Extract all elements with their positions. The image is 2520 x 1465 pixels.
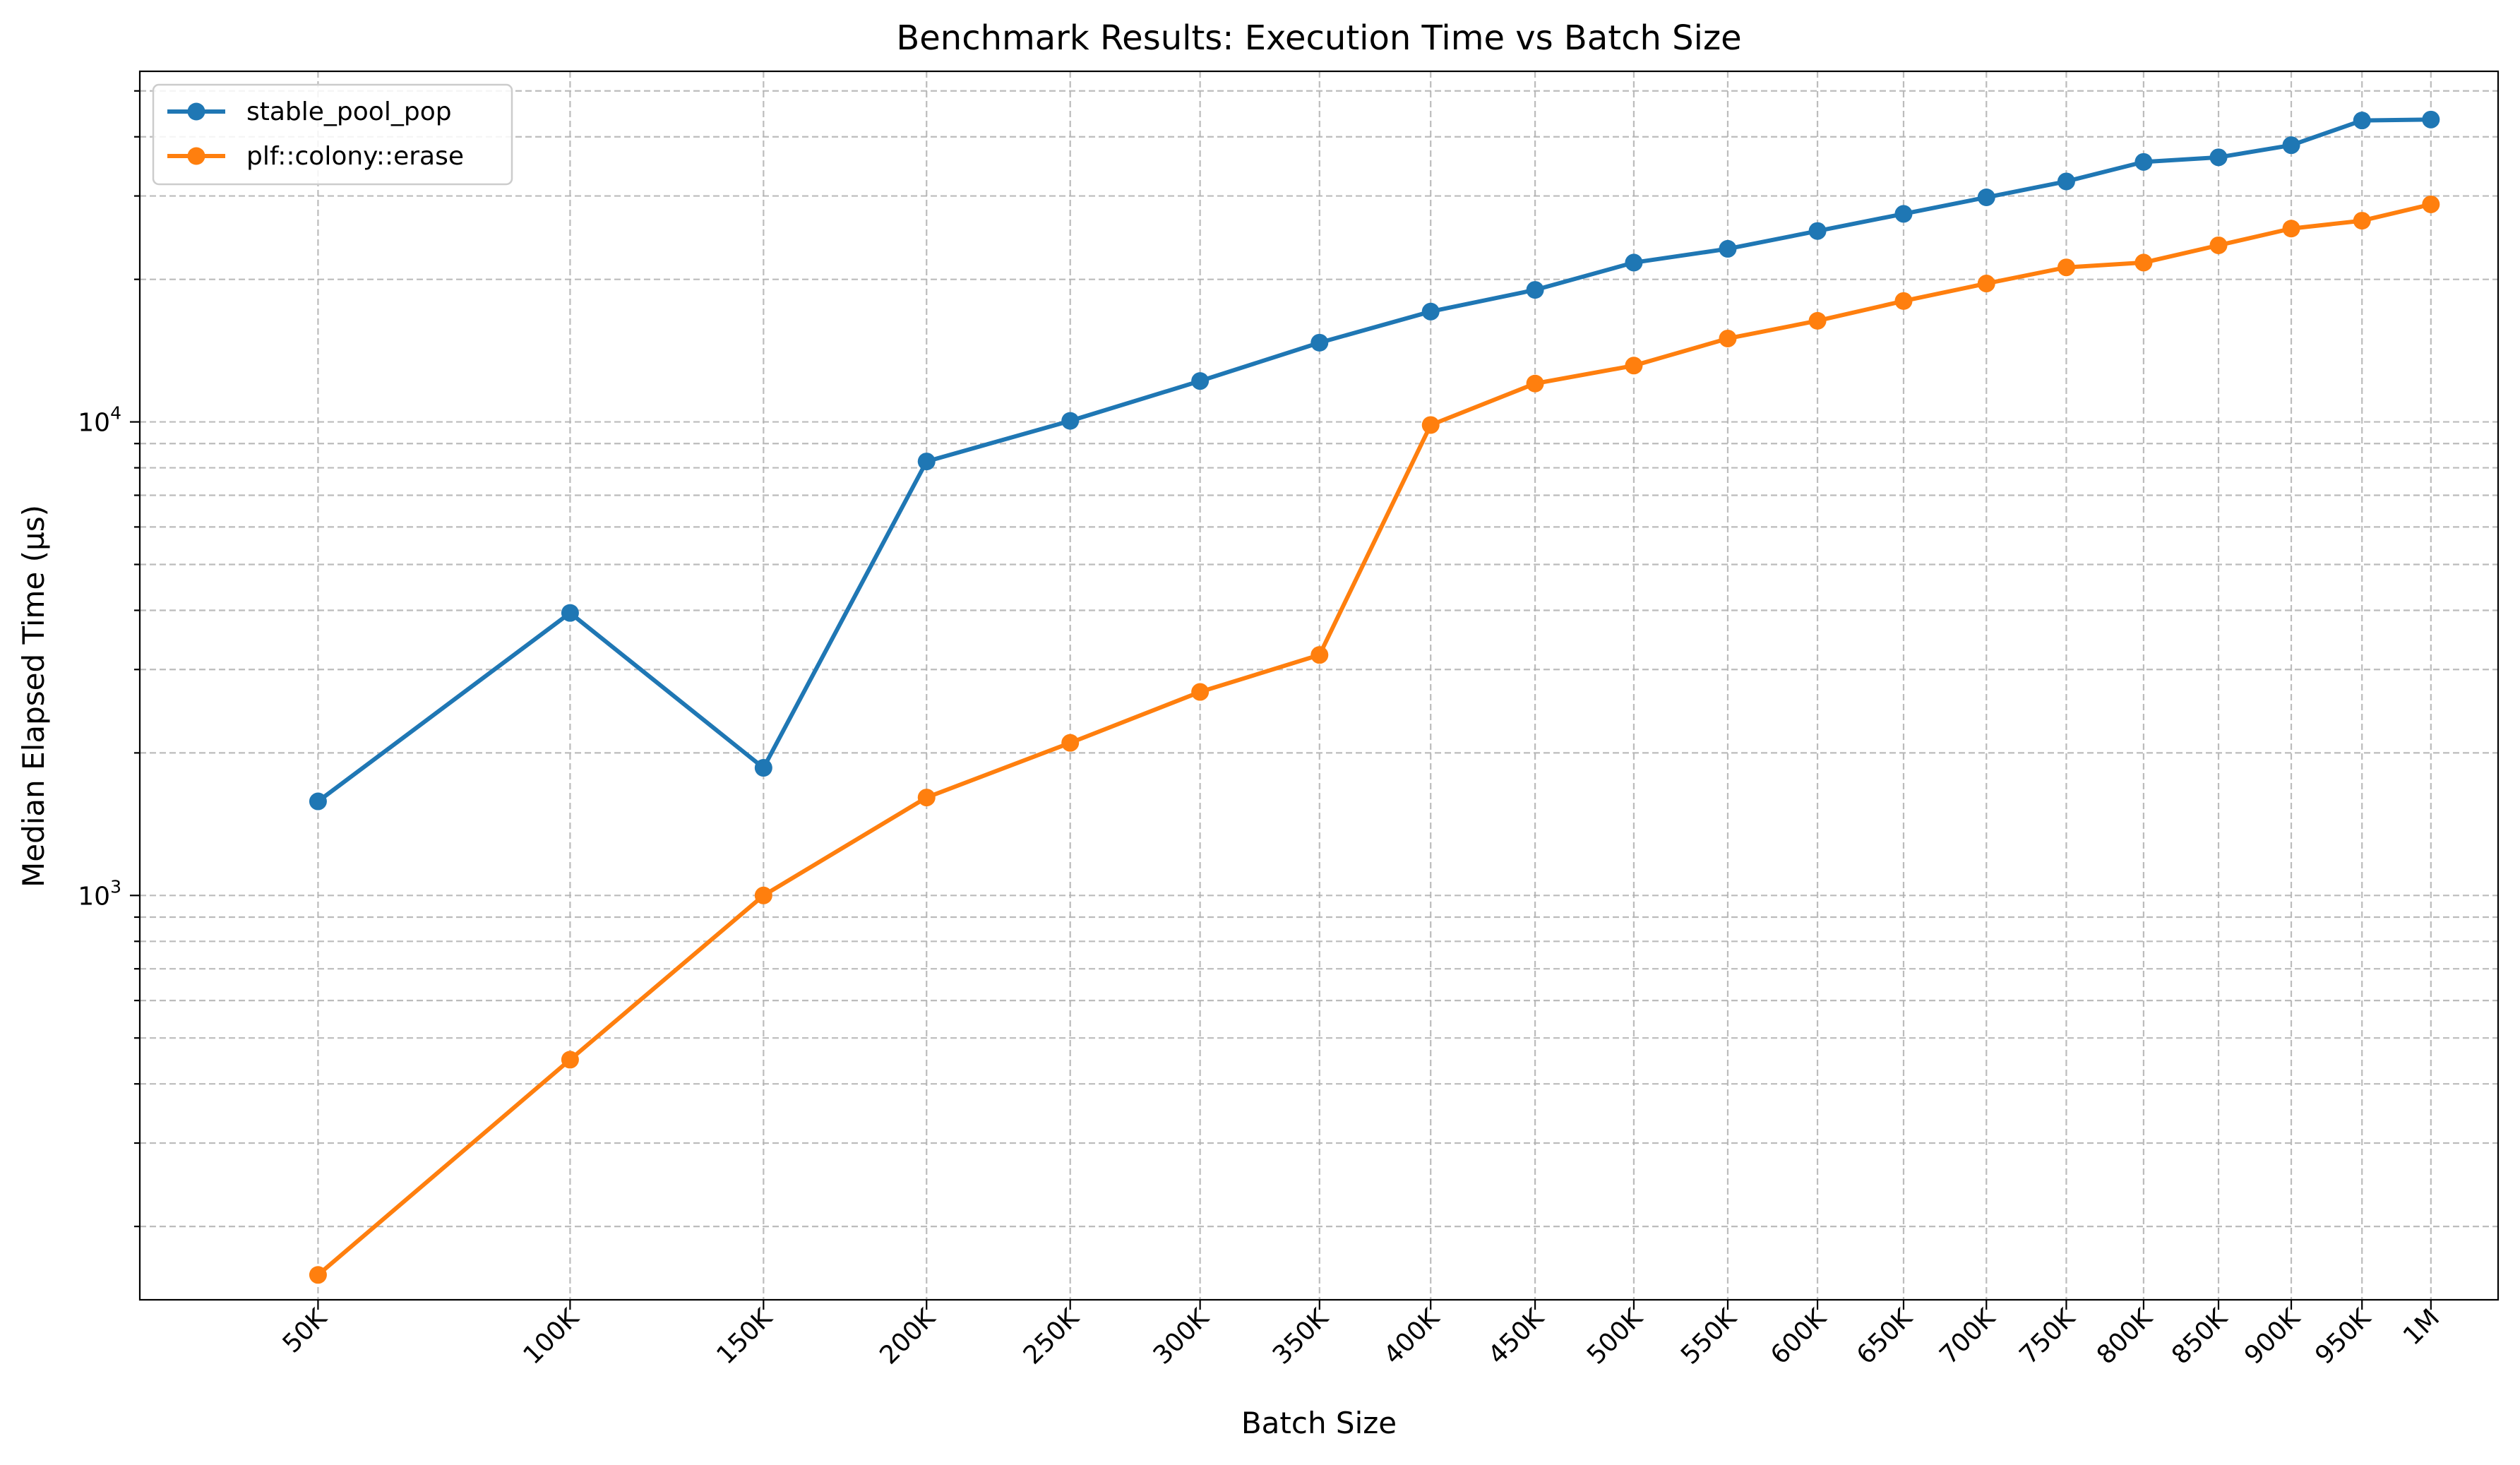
data-point — [1061, 734, 1080, 752]
data-point — [1526, 281, 1544, 299]
series-layer — [309, 110, 2440, 1284]
y-axis-label: Median Elapsed Time (µs) — [16, 505, 51, 887]
data-point — [1808, 311, 1827, 330]
legend-item: plf::colony::erase — [167, 142, 464, 171]
data-point — [2422, 110, 2440, 128]
data-point — [1894, 205, 1913, 223]
legend-marker-swatch — [187, 147, 205, 165]
data-point — [2134, 153, 2153, 171]
data-point — [1977, 189, 1995, 207]
data-point — [1808, 222, 1827, 240]
data-point — [917, 789, 936, 807]
legend-box — [152, 83, 513, 186]
data-point — [1061, 412, 1080, 430]
data-point — [1526, 374, 1544, 393]
y-tick-label: 104 — [78, 403, 121, 438]
data-point — [754, 886, 772, 904]
data-point — [2209, 236, 2228, 254]
data-point — [1191, 683, 1210, 701]
data-point — [754, 759, 772, 777]
data-point — [561, 604, 579, 622]
legend-marker-swatch — [187, 102, 205, 121]
chart-title: Benchmark Results: Execution Time vs Bat… — [896, 18, 1741, 58]
data-point — [1625, 357, 1643, 375]
data-point — [309, 1266, 327, 1284]
series-2 — [309, 195, 2440, 1284]
data-point — [2134, 253, 2153, 272]
data-point — [1310, 646, 1329, 664]
data-point — [1625, 253, 1643, 272]
data-point — [1191, 372, 1210, 390]
series-line — [316, 117, 2433, 804]
data-point — [2282, 136, 2300, 155]
legend-item: stable_pool_pop — [167, 97, 452, 126]
data-point — [917, 453, 936, 471]
data-point — [2282, 220, 2300, 238]
data-point — [2209, 148, 2228, 167]
series-line — [316, 202, 2433, 1277]
data-point — [1977, 275, 1995, 293]
y-tick-label: 103 — [78, 876, 121, 911]
data-point — [1894, 292, 1913, 310]
data-point — [1421, 416, 1440, 434]
data-point — [561, 1051, 579, 1069]
data-point — [2057, 172, 2075, 191]
data-point — [2353, 112, 2371, 130]
data-point — [1719, 239, 1737, 258]
data-point — [2422, 195, 2440, 213]
data-point — [2353, 212, 2371, 230]
plot-frame — [138, 70, 2500, 1301]
grid-lines — [140, 71, 2498, 1300]
x-axis-label: Batch Size — [1241, 1406, 1397, 1440]
data-point — [1421, 302, 1440, 321]
data-point — [309, 792, 327, 811]
data-point — [2057, 258, 2075, 277]
data-point — [1310, 333, 1329, 352]
series-1 — [309, 110, 2440, 811]
legend-label: stable_pool_pop — [246, 97, 452, 126]
data-point — [1719, 329, 1737, 347]
legend-label: plf::colony::erase — [246, 142, 464, 171]
